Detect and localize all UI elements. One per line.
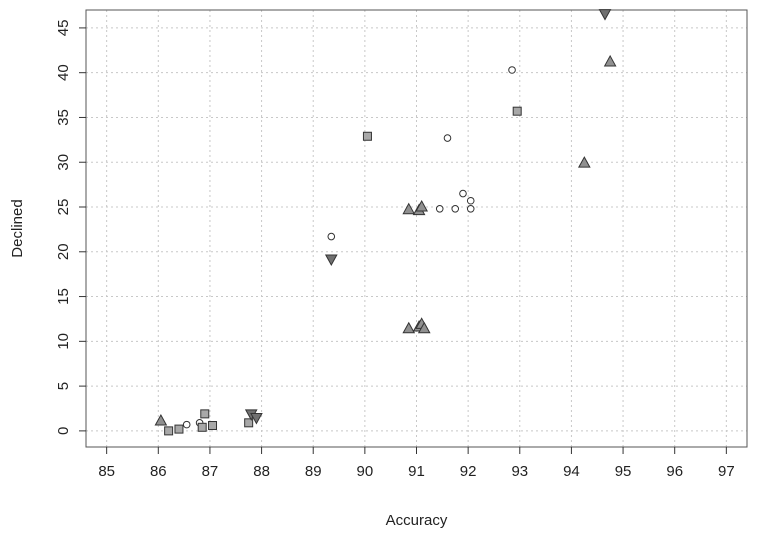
x-tick-label: 95: [615, 463, 632, 480]
y-tick-label: 40: [55, 64, 72, 81]
circle-point: [466, 204, 475, 213]
triangle-up-point: [417, 321, 431, 334]
circle-point: [435, 204, 444, 213]
square-point: [197, 422, 207, 432]
x-tick-label: 94: [563, 463, 580, 480]
square-point: [208, 421, 218, 431]
square-point: [244, 418, 254, 428]
y-tick-label: 25: [55, 199, 72, 216]
y-tick-label: 30: [55, 154, 72, 171]
circle-point: [182, 420, 191, 429]
square-point: [174, 424, 184, 434]
y-tick-label: 0: [55, 427, 72, 435]
x-axis-title: Accuracy: [386, 512, 448, 529]
y-axis: 0 5 10 15 20 25 30 35 40 45: [55, 20, 86, 435]
x-tick-label: 87: [202, 463, 219, 480]
x-tick-label: 96: [666, 463, 683, 480]
square-point: [200, 409, 210, 419]
grid-lines: [86, 10, 747, 447]
triangle-down-point: [324, 254, 338, 266]
x-tick-label: 91: [408, 463, 425, 480]
triangle-up-point: [402, 202, 416, 215]
y-tick-label: 20: [55, 243, 72, 260]
triangle-down-point: [598, 9, 612, 21]
x-tick-label: 97: [718, 463, 735, 480]
square-point: [512, 106, 522, 116]
circle-point: [508, 66, 516, 74]
data-points: [154, 9, 617, 436]
triangle-up-point: [415, 199, 429, 212]
y-tick-label: 45: [55, 20, 72, 37]
x-tick-label: 92: [460, 463, 477, 480]
square-point: [362, 131, 372, 141]
y-tick-label: 35: [55, 109, 72, 126]
triangle-up-point: [603, 54, 617, 67]
square-point: [164, 426, 174, 436]
x-axis: 85 86 87 88 89 90 91 92 93 94 95 96 97: [98, 447, 735, 480]
circle-point: [459, 189, 467, 198]
triangle-down-point: [250, 412, 263, 425]
x-tick-label: 89: [305, 463, 322, 480]
triangle-up-point: [154, 413, 168, 426]
y-axis-title: Declined: [9, 199, 26, 257]
y-tick-label: 15: [55, 288, 72, 305]
circle-point: [451, 204, 460, 213]
y-tick-label: 5: [55, 382, 72, 390]
x-tick-label: 88: [253, 463, 270, 480]
x-tick-label: 85: [98, 463, 115, 480]
x-tick-label: 90: [357, 463, 374, 480]
triangle-up-point: [577, 156, 591, 168]
circle-point: [443, 134, 452, 142]
circle-point: [466, 196, 475, 205]
triangle-up-point: [402, 321, 416, 334]
y-tick-label: 10: [55, 333, 72, 350]
x-tick-label: 86: [150, 463, 167, 480]
circle-point: [327, 232, 336, 241]
x-tick-label: 93: [511, 463, 528, 480]
